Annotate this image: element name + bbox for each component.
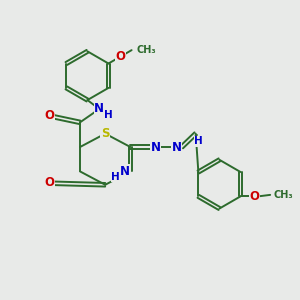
Text: S: S [101,127,110,140]
Text: CH₃: CH₃ [137,44,157,55]
Text: O: O [116,50,126,63]
Text: H: H [104,110,113,120]
Text: H: H [194,136,203,146]
Text: N: N [94,103,104,116]
Text: H: H [111,172,120,182]
Text: N: N [151,140,161,154]
Text: N: N [120,165,130,178]
Text: O: O [250,190,260,203]
Text: N: N [171,140,182,154]
Text: O: O [44,176,54,189]
Text: O: O [45,109,55,122]
Text: CH₃: CH₃ [274,190,293,200]
